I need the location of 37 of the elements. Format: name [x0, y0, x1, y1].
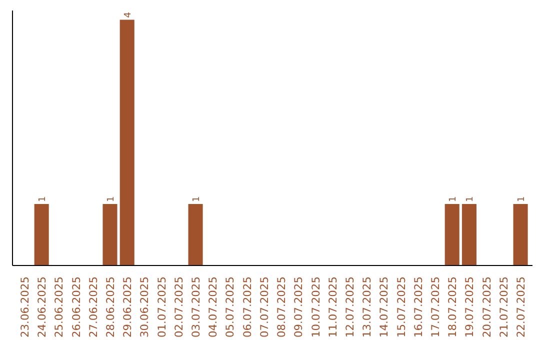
data-label: 1	[466, 196, 476, 202]
x-tick-label: 04.07.2025	[206, 276, 220, 338]
x-tick-label: 15.07.2025	[394, 276, 408, 338]
x-tick-label: 21.07.2025	[497, 276, 510, 338]
x-tick-label: 05.07.2025	[224, 276, 237, 338]
x-tick-label: 26.06.2025	[70, 276, 83, 338]
x-tick-label: 19.07.2025	[463, 276, 476, 338]
x-tick-label: 30.06.2025	[138, 276, 152, 338]
data-label: 1	[448, 196, 459, 202]
x-tick-label: 22.07.2025	[514, 276, 528, 338]
data-label: 1	[38, 196, 48, 202]
x-tick-label: 01.07.2025	[155, 276, 168, 338]
x-tick-label: 08.07.2025	[275, 276, 288, 338]
x-tick-label: 29.06.2025	[121, 276, 134, 338]
x-tick-label: 24.06.2025	[36, 276, 49, 338]
x-tick-label: 23.06.2025	[18, 276, 32, 338]
x-tick-label: 02.07.2025	[172, 276, 186, 338]
data-label: 4	[124, 12, 134, 18]
x-tick-label: 13.07.2025	[360, 276, 374, 338]
data-label: 1	[517, 196, 528, 202]
x-tick-label: 12.07.2025	[343, 276, 356, 338]
x-tick-label: 06.07.2025	[240, 276, 254, 338]
data-label: 1	[106, 196, 116, 202]
data-label: 1	[192, 196, 202, 202]
x-tick-label: 16.07.2025	[412, 276, 425, 338]
x-tick-label: 11.07.2025	[326, 276, 340, 338]
x-tick-label: 07.07.2025	[258, 276, 271, 338]
x-tick-label: 28.06.2025	[104, 276, 117, 338]
x-tick-label: 20.07.2025	[480, 276, 494, 338]
x-tick-label: 27.06.2025	[86, 276, 100, 338]
x-tick-label: 25.06.2025	[52, 276, 66, 338]
x-tick-label: 10.07.2025	[309, 276, 322, 338]
x-tick-label: 14.07.2025	[378, 276, 391, 338]
x-tick-label: 18.07.2025	[446, 276, 460, 338]
x-tick-label: 17.07.2025	[429, 276, 442, 338]
x-tick-label: 09.07.2025	[292, 276, 306, 338]
x-tick-label: 03.07.2025	[190, 276, 203, 338]
